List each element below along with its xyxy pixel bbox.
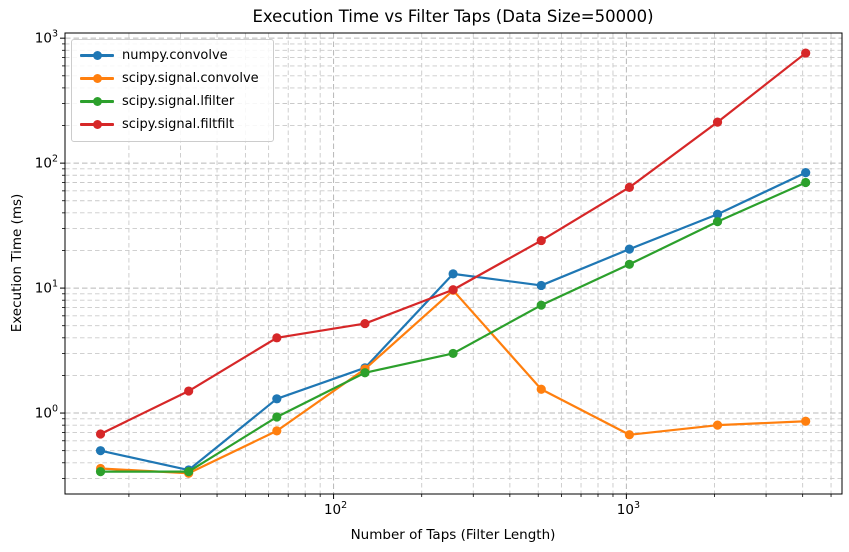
legend-line-sample xyxy=(80,120,114,130)
legend-marker-icon xyxy=(92,74,102,83)
data-point-scipy-signal-lfilter xyxy=(712,217,723,227)
legend-item-numpy-convolve: numpy.convolve xyxy=(72,44,273,67)
data-point-scipy-signal-lfilter xyxy=(360,368,370,378)
data-series xyxy=(95,48,811,478)
chart-title: Execution Time vs Filter Taps (Data Size… xyxy=(252,7,653,26)
legend-marker-icon xyxy=(92,120,102,129)
axis-ticks xyxy=(60,37,832,499)
data-point-scipy-signal-filtfilt xyxy=(712,117,723,127)
legend-marker-icon xyxy=(92,97,102,106)
legend-line-sample xyxy=(80,51,114,61)
y-tick-label: 100 xyxy=(35,404,58,422)
data-point-scipy-signal-filtfilt xyxy=(95,429,106,439)
data-point-scipy-signal-filtfilt xyxy=(624,182,634,192)
data-point-numpy-convolve xyxy=(624,244,634,254)
series-line-scipy-signal-convolve xyxy=(99,289,807,475)
data-point-numpy-convolve xyxy=(712,209,723,219)
data-point-scipy-signal-lfilter xyxy=(624,259,634,269)
data-point-scipy-signal-lfilter xyxy=(272,412,282,422)
data-point-scipy-signal-convolve xyxy=(624,430,634,440)
y-tick-label: 103 xyxy=(35,29,58,47)
data-point-numpy-convolve xyxy=(95,446,106,456)
data-point-scipy-signal-filtfilt xyxy=(801,48,811,58)
legend-line-sample xyxy=(80,74,114,84)
y-axis-label: Execution Time (ms) xyxy=(9,194,25,333)
legend-item-scipy-signal-lfilter: scipy.signal.lfilter xyxy=(72,90,273,113)
axis-tick-labels: 102 103 100 101 102 103 xyxy=(35,29,640,518)
grid-major xyxy=(65,33,842,494)
data-point-scipy-signal-convolve xyxy=(536,384,546,394)
legend-line-sample xyxy=(80,97,114,107)
data-point-numpy-convolve xyxy=(448,269,458,279)
x-tick-label: 102 xyxy=(324,500,347,518)
data-point-scipy-signal-lfilter xyxy=(184,466,194,477)
data-point-scipy-signal-convolve xyxy=(712,420,723,430)
y-tick-label: 101 xyxy=(35,279,58,297)
data-point-scipy-signal-filtfilt xyxy=(184,386,194,396)
legend-label: numpy.convolve xyxy=(122,48,228,63)
series-line-scipy-signal-lfilter xyxy=(99,181,807,473)
series-numpy-convolve xyxy=(95,167,811,475)
y-tick-label: 102 xyxy=(35,154,58,172)
data-point-scipy-signal-lfilter xyxy=(801,177,811,188)
data-point-scipy-signal-filtfilt xyxy=(360,318,370,329)
legend-item-scipy-signal-filtfilt: scipy.signal.filtfilt xyxy=(72,113,273,136)
legend: numpy.convolve scipy.signal.convolve scipy… xyxy=(71,39,274,142)
series-scipy-signal-lfilter xyxy=(95,177,811,477)
data-point-scipy-signal-lfilter xyxy=(95,466,106,477)
series-scipy-signal-filtfilt xyxy=(95,48,811,439)
legend-item-scipy-signal-convolve: scipy.signal.convolve xyxy=(72,67,273,90)
x-tick-label: 103 xyxy=(617,500,640,518)
legend-label: scipy.signal.lfilter xyxy=(122,94,235,109)
legend-marker-icon xyxy=(92,51,102,60)
data-point-numpy-convolve xyxy=(801,167,811,178)
data-point-scipy-signal-filtfilt xyxy=(448,285,458,295)
data-point-scipy-signal-convolve xyxy=(272,426,282,436)
data-point-scipy-signal-lfilter xyxy=(448,348,458,359)
data-point-scipy-signal-filtfilt xyxy=(272,333,282,343)
legend-label: scipy.signal.convolve xyxy=(122,71,259,86)
data-point-scipy-signal-filtfilt xyxy=(536,235,546,246)
series-line-numpy-convolve xyxy=(99,171,807,472)
axes-spines xyxy=(64,32,843,495)
data-point-scipy-signal-lfilter xyxy=(536,300,546,310)
data-point-scipy-signal-convolve xyxy=(801,416,811,426)
data-point-numpy-convolve xyxy=(536,280,546,291)
x-axis-label: Number of Taps (Filter Length) xyxy=(351,527,556,543)
legend-label: scipy.signal.filtfilt xyxy=(122,117,235,132)
data-point-numpy-convolve xyxy=(272,394,282,404)
